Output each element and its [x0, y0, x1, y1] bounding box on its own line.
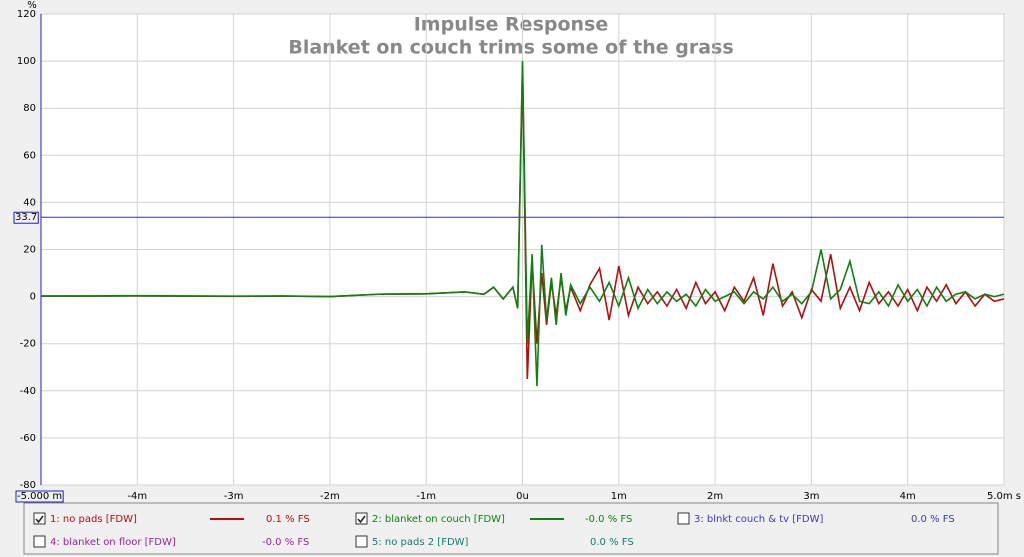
- legend-readout: 0.0 % FS: [590, 537, 634, 548]
- legend-panel: [23, 502, 999, 555]
- legend-readout: -0.0 % FS: [585, 514, 632, 525]
- legend-checkbox[interactable]: [355, 512, 368, 525]
- x-tick-label: 0u: [516, 491, 529, 502]
- legend-checkbox[interactable]: [33, 535, 46, 548]
- legend-name: 4: blanket on floor [FDW]: [50, 537, 176, 548]
- cursor-label: 33.7: [15, 212, 37, 223]
- y-tick-label: 120: [17, 9, 36, 20]
- legend-name: 2: blanket on couch [FDW]: [372, 514, 505, 525]
- legend-name: 5: no pads 2 [FDW]: [372, 537, 469, 548]
- cursor-box: [13, 211, 39, 224]
- legend-checkmark: [35, 515, 44, 524]
- y-tick-label: 60: [23, 150, 36, 161]
- x-tick-label: 4m: [900, 491, 916, 502]
- x-tick-label: 5.0m s: [987, 491, 1021, 502]
- y-tick-label: 100: [17, 56, 36, 67]
- y-tick-label: 20: [23, 245, 36, 256]
- x-tick-label: 1m: [611, 491, 627, 502]
- x-tick-label: -4m: [127, 491, 147, 502]
- legend-checkmark: [357, 515, 366, 524]
- legend-checkbox[interactable]: [677, 512, 690, 525]
- y-tick-label: -80: [20, 480, 36, 491]
- legend-checkbox[interactable]: [33, 512, 46, 525]
- x-tick-label: -5.000 m: [17, 491, 62, 502]
- series-line: [41, 61, 1005, 387]
- legend-name: 1: no pads [FDW]: [50, 514, 137, 525]
- legend-readout: -0.0 % FS: [262, 537, 309, 548]
- x-cursor-box: [15, 490, 64, 503]
- y-tick-label: -60: [20, 433, 36, 444]
- chart-subtitle: Blanket on couch trims some of the grass: [288, 37, 733, 59]
- chart-title: Impulse Response: [414, 14, 609, 36]
- x-tick-label: -1m: [416, 491, 436, 502]
- y-tick-label: -40: [20, 386, 36, 397]
- y-tick-label: -20: [20, 339, 36, 350]
- y-tick-label: 80: [23, 103, 36, 114]
- y-tick-label: 0: [30, 292, 36, 303]
- x-tick-label: -3m: [224, 491, 244, 502]
- x-tick-label: -2m: [320, 491, 340, 502]
- legend-name: 3: blnkt couch & tv [FDW]: [694, 514, 823, 525]
- legend-checkbox[interactable]: [355, 535, 368, 548]
- legend-readout: 0.1 % FS: [266, 514, 310, 525]
- x-tick-label: 3m: [803, 491, 819, 502]
- legend-readout: 0.0 % FS: [911, 514, 955, 525]
- y-tick-label: 40: [23, 197, 36, 208]
- x-tick-label: 2m: [707, 491, 723, 502]
- y-unit: %: [27, 0, 37, 11]
